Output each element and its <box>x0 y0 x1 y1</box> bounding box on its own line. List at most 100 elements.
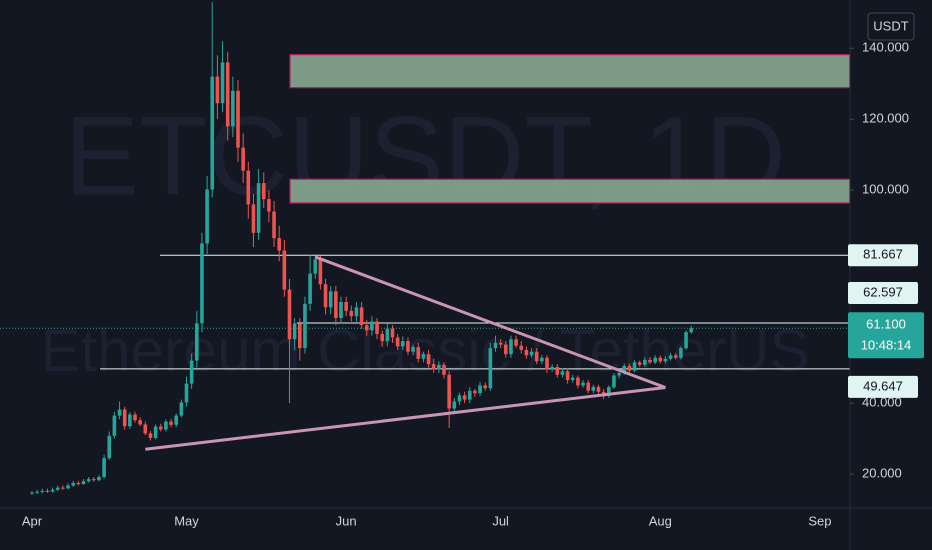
candle-body <box>215 76 220 104</box>
candle-body <box>128 414 132 427</box>
candle-body <box>272 211 276 239</box>
candle-body <box>225 62 230 127</box>
candle-body <box>390 328 395 338</box>
candle-body <box>488 348 493 389</box>
candle-body <box>370 321 374 331</box>
candle-body <box>339 302 343 318</box>
candle-body <box>148 433 153 438</box>
currency-box[interactable] <box>867 12 915 41</box>
price-label: 49.647 <box>863 378 903 393</box>
candle-body <box>493 342 498 349</box>
candle-body <box>174 415 178 425</box>
candle-body <box>236 90 240 148</box>
candle-body <box>679 348 683 358</box>
candle-body <box>663 358 668 362</box>
candle-body <box>298 323 302 349</box>
last-price-box <box>848 312 924 359</box>
candle-body <box>359 307 364 326</box>
candle-body <box>184 383 189 403</box>
candle-body <box>643 359 647 365</box>
candle-body <box>334 291 338 318</box>
candle-body <box>40 490 45 492</box>
candle-body <box>107 435 112 459</box>
candle-body <box>668 355 673 359</box>
candle-body <box>220 62 225 104</box>
candle-body <box>66 485 70 489</box>
candle-body <box>648 359 652 363</box>
x-tick-label: Apr <box>22 513 43 528</box>
candle-body <box>658 357 663 362</box>
candle-body <box>261 183 266 200</box>
candle-body <box>504 344 508 355</box>
candle-body <box>210 76 215 190</box>
x-tick-label: Jul <box>492 513 509 528</box>
candle-body <box>586 382 590 391</box>
candle-body <box>189 360 194 384</box>
candle-body <box>122 409 127 427</box>
candle-body <box>540 357 544 362</box>
candle-body <box>514 339 518 346</box>
candle-body <box>596 386 601 392</box>
y-tick-label: 140.000 <box>862 40 909 55</box>
candle-body <box>524 349 529 356</box>
candle-body <box>164 421 168 430</box>
candle-body <box>555 366 560 375</box>
price-label-box <box>848 281 918 304</box>
candle-body <box>97 476 101 481</box>
price-label: 62.597 <box>863 284 903 299</box>
countdown: 10:48:14 <box>861 338 912 353</box>
y-tick-label: 20.000 <box>862 466 902 481</box>
candle-body <box>241 147 245 171</box>
candle-body <box>318 259 323 285</box>
zone <box>289 54 851 89</box>
candle-body <box>576 377 580 386</box>
candle-body <box>195 323 199 361</box>
candle-body <box>534 351 539 362</box>
watermark-subtitle: Ethereum Classic / TetherUS <box>40 317 809 384</box>
candle-body <box>509 339 513 355</box>
candle-body <box>519 345 524 350</box>
candle-body <box>102 458 106 477</box>
candle-body <box>349 310 354 317</box>
candle-body <box>653 357 657 363</box>
candle-body <box>287 289 292 340</box>
candle-body <box>292 323 297 340</box>
candle-body <box>426 354 431 365</box>
candle-body <box>545 357 549 370</box>
candle-body <box>375 321 379 334</box>
price-axis: 20.000 40.000 100.000 120.000 140.000 81.667 6… <box>848 40 924 481</box>
candle-body <box>395 337 400 347</box>
candle-body <box>246 170 251 205</box>
candle-body <box>411 347 415 352</box>
candle-body <box>462 395 467 400</box>
candle-body <box>452 401 457 409</box>
candle-body <box>570 377 575 381</box>
candle-body <box>416 347 421 359</box>
candle-body <box>627 365 632 371</box>
candle-body <box>607 387 611 397</box>
candle-body <box>277 238 281 251</box>
candle-body <box>179 402 184 416</box>
candle-body <box>344 302 348 311</box>
candle-body <box>689 328 693 333</box>
candle-body <box>143 424 148 434</box>
candle-body <box>256 183 261 233</box>
candle-body <box>673 355 678 358</box>
candle-body <box>205 189 209 244</box>
candle-body <box>303 303 307 349</box>
candle-body <box>133 414 137 421</box>
candle-body <box>81 481 86 485</box>
candle-body <box>622 365 627 373</box>
candle-body <box>153 426 158 438</box>
candle-body <box>421 354 426 359</box>
candle-body <box>117 409 122 416</box>
candle-body <box>328 291 333 308</box>
price-label-box <box>848 244 918 267</box>
candle-body <box>591 386 596 391</box>
y-tick-label: 120.000 <box>862 111 909 126</box>
candle-body <box>385 328 390 342</box>
candle-body <box>560 371 565 375</box>
y-tick-label: 100.000 <box>862 182 909 197</box>
candle-body <box>550 366 554 370</box>
